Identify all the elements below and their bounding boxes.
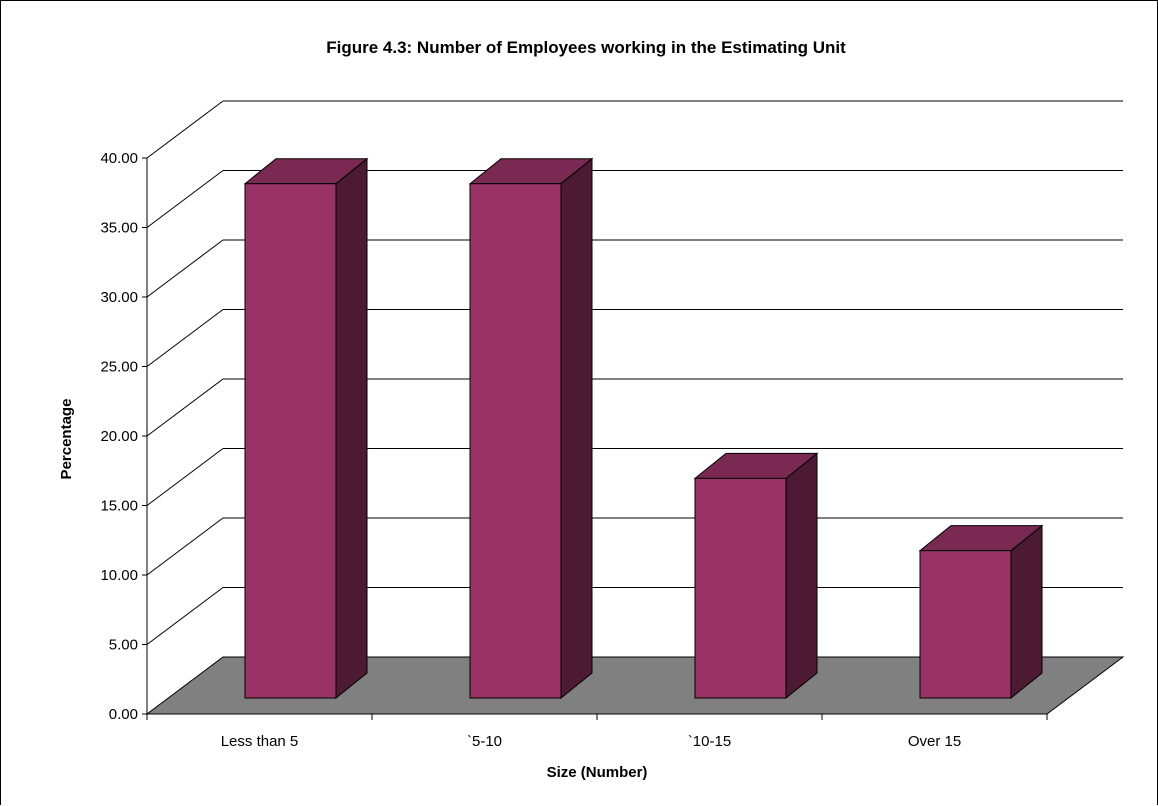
gridline-diagonal [146,517,224,576]
bar [243,157,369,700]
bar-front [469,183,562,699]
bar-side [560,157,593,700]
y-axis-title: Percentage [58,399,75,480]
bar-front [919,550,1012,699]
y-tick-label: 20.00 [100,428,138,445]
y-tick-label: 35.00 [100,220,138,237]
gridline-diagonal [146,239,224,298]
bar-front [694,477,787,699]
gridline-diagonal [146,170,224,228]
x-tick-label: Less than 5 [221,733,299,750]
chart-floor [145,656,1125,715]
x-tick-label: `10-15 [688,733,731,750]
x-tick-label: Over 15 [908,733,961,750]
gridline-diagonal [146,587,224,645]
bar [693,452,819,700]
bar [918,524,1044,700]
y-tick-label: 10.00 [100,567,138,584]
y-tick-label: 0.00 [109,706,138,723]
x-axis-title: Size (Number) [547,764,648,781]
y-tick-label: 30.00 [100,289,138,306]
bar-side [335,157,368,700]
y-tick-label: 15.00 [100,498,138,515]
x-tick-label: `5-10 [467,733,502,750]
y-tick-label: 40.00 [100,150,138,167]
y-tick-label: 5.00 [109,637,138,654]
bar [468,157,594,700]
gridline-diagonal [146,448,224,506]
gridline-diagonal [146,378,224,437]
bar-side [785,452,818,700]
bar-side [1010,524,1043,700]
bar-front [244,183,337,699]
gridline-diagonal [146,309,224,367]
y-tick-label: 25.00 [100,359,138,376]
gridline-diagonal [146,100,224,159]
chart-title: Figure 4.3: Number of Employees working … [326,38,846,57]
